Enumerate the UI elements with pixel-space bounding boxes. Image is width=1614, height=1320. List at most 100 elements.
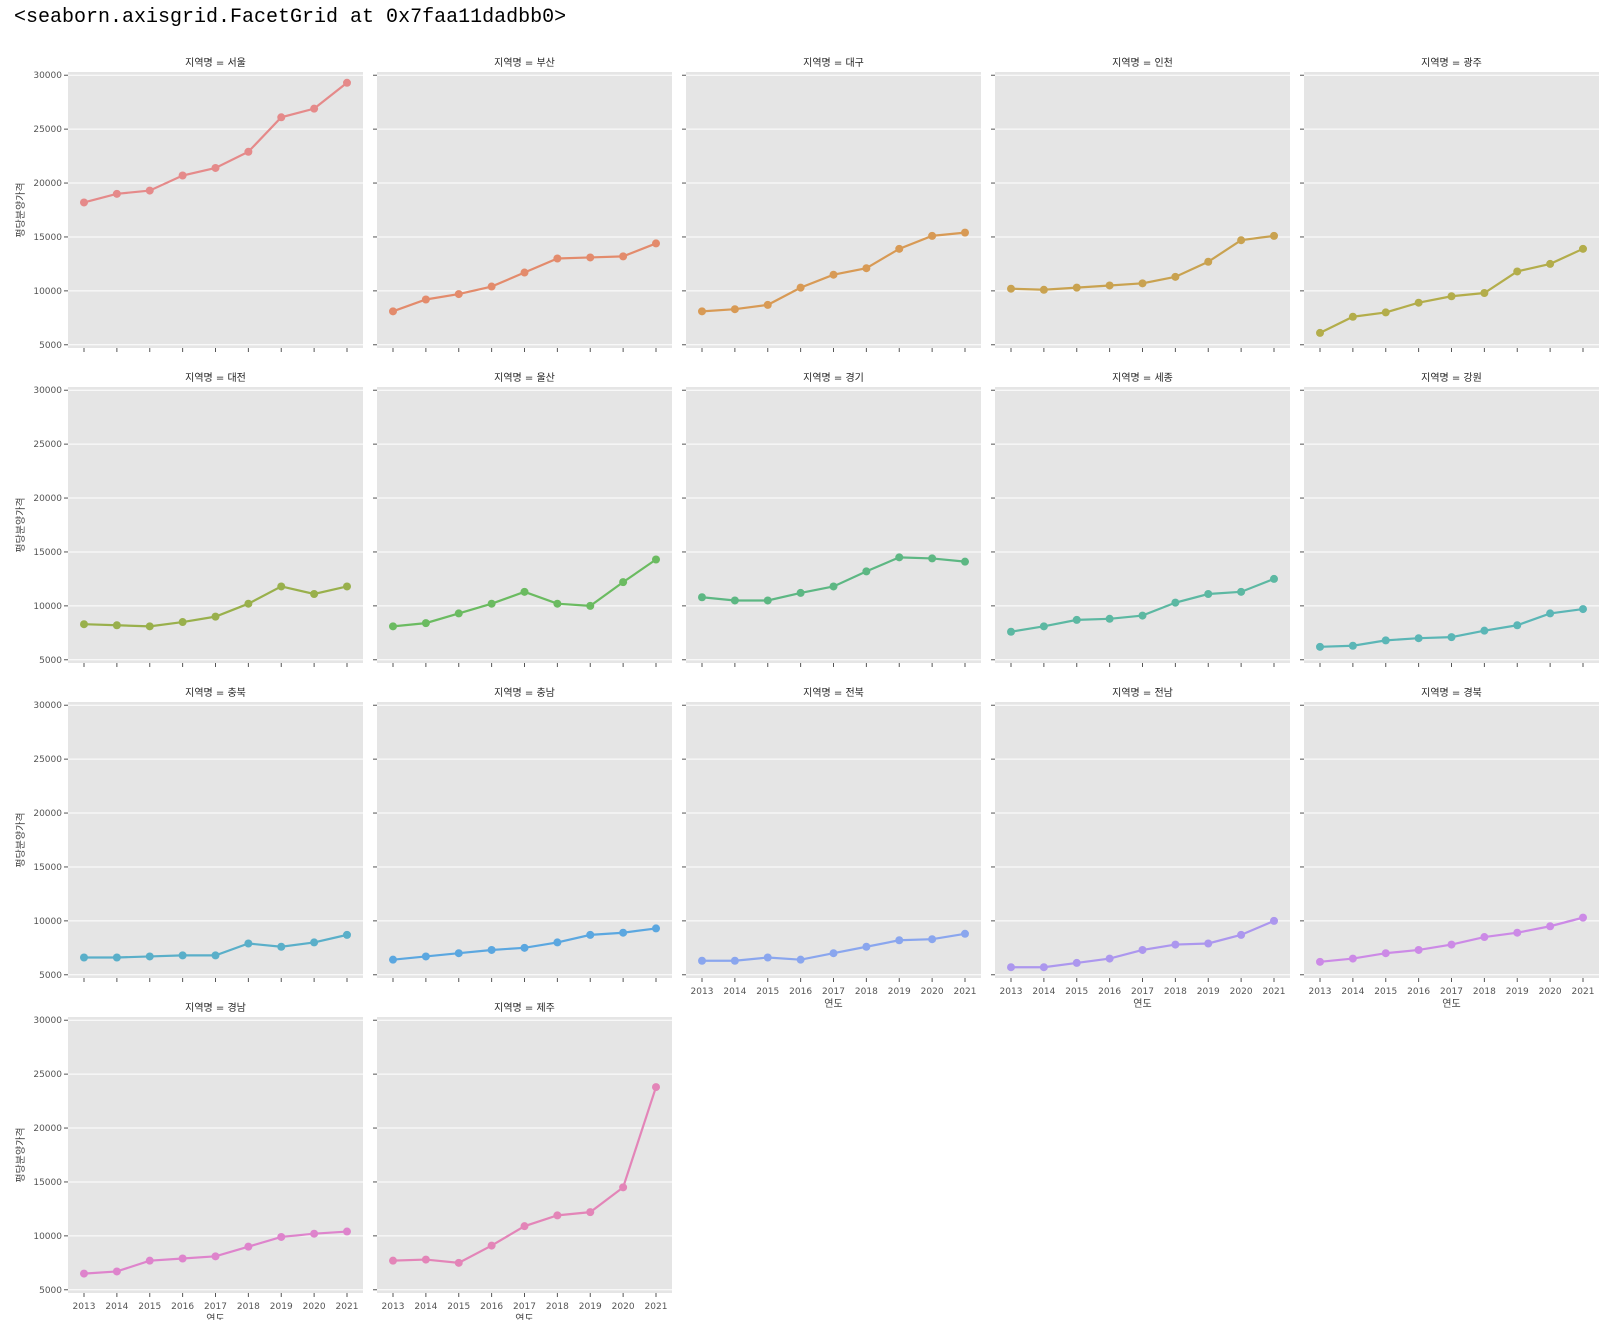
data-point — [961, 228, 969, 237]
data-point — [454, 1258, 463, 1267]
y-axis-label: 평당분양가격 — [14, 812, 27, 867]
facet-panel: 2013 2014 2015 2016 2017 2018 2019 2020 2021 연도 지역… — [373, 1002, 672, 1320]
data-point — [1480, 289, 1489, 298]
panel-background — [377, 1017, 672, 1293]
y-tick-label: 30000 — [33, 71, 62, 81]
data-point — [244, 147, 253, 156]
data-point — [1072, 958, 1081, 967]
data-point — [343, 1227, 351, 1236]
data-point — [652, 239, 660, 248]
data-point — [1348, 641, 1357, 650]
data-point — [454, 949, 463, 958]
x-tick-label: 2015 — [756, 987, 779, 997]
data-point — [487, 599, 496, 608]
x-tick-label: 2019 — [1506, 987, 1529, 997]
data-point — [1039, 963, 1048, 972]
data-point — [1414, 945, 1423, 954]
x-tick-label: 2021 — [645, 1302, 668, 1312]
data-point — [487, 1241, 496, 1250]
data-point — [763, 596, 772, 605]
facet-panel: 지역명 = 부산 — [373, 57, 672, 352]
data-point — [1546, 609, 1555, 618]
y-tick-label: 5000 — [39, 1286, 62, 1296]
data-point — [244, 1242, 253, 1251]
data-point — [961, 929, 969, 938]
data-point — [1039, 622, 1048, 631]
data-point — [1270, 916, 1278, 925]
facet-panel: 지역명 = 광주 — [1300, 57, 1599, 352]
panel-background — [68, 702, 363, 978]
y-tick-label: 25000 — [33, 125, 62, 135]
x-tick-label: 2017 — [1131, 987, 1154, 997]
x-axis-label: 연도 — [206, 1313, 224, 1320]
panel-background — [377, 72, 672, 348]
data-point — [553, 254, 562, 263]
data-point — [421, 952, 430, 961]
data-point — [1204, 257, 1213, 266]
data-point — [730, 956, 739, 965]
data-point — [1447, 292, 1456, 301]
data-point — [178, 951, 187, 960]
data-point — [895, 936, 904, 945]
data-point — [211, 163, 220, 172]
data-point — [1007, 963, 1015, 972]
y-tick-label: 15000 — [33, 863, 62, 873]
x-tick-label: 2018 — [1473, 987, 1496, 997]
data-point — [310, 590, 319, 598]
x-tick-label: 2015 — [447, 1302, 470, 1312]
facet-title: 지역명 = 전북 — [803, 687, 864, 699]
data-point — [487, 945, 496, 954]
data-point — [211, 951, 220, 960]
data-point — [1513, 267, 1522, 276]
facetgrid-repr-text: <seaborn.axisgrid.FacetGrid at 0x7faa11d… — [14, 6, 567, 29]
panel-background — [68, 387, 363, 663]
facet-panel: 5000 10000 15000 20000 25000 30000 평당분양가격 지역명 =… — [14, 687, 363, 982]
data-point — [1513, 928, 1522, 937]
data-point — [421, 295, 430, 304]
data-point — [1480, 626, 1489, 635]
data-point — [1348, 954, 1357, 963]
data-point — [796, 955, 805, 964]
facet-panel: 지역명 = 울산 — [373, 372, 672, 667]
data-point — [895, 244, 904, 253]
data-point — [1513, 621, 1522, 630]
data-point — [586, 601, 595, 610]
x-tick-label: 2020 — [303, 1302, 326, 1312]
x-tick-label: 2017 — [822, 987, 845, 997]
data-point — [829, 270, 838, 279]
panel-background — [377, 702, 672, 978]
facet-title: 지역명 = 부산 — [494, 57, 555, 69]
data-point — [520, 268, 529, 277]
x-tick-label: 2020 — [1230, 987, 1253, 997]
data-point — [1270, 574, 1278, 583]
data-point — [1270, 231, 1278, 240]
facet-title: 지역명 = 제주 — [494, 1002, 555, 1014]
facet-panel: 지역명 = 경기 — [682, 371, 981, 667]
x-tick-label: 2013 — [73, 1302, 96, 1312]
facet-title: 지역명 = 강원 — [1421, 372, 1482, 384]
data-point — [730, 596, 739, 605]
data-point — [1546, 922, 1555, 931]
y-axis-label: 평당분양가격 — [14, 497, 27, 552]
data-point — [277, 942, 286, 951]
facet-panel: 지역명 = 인천 — [991, 57, 1290, 352]
data-point — [1105, 954, 1114, 963]
data-point — [454, 609, 463, 618]
y-tick-label: 25000 — [33, 440, 62, 450]
x-tick-label: 2020 — [1539, 987, 1562, 997]
data-point — [1105, 614, 1114, 623]
data-point — [586, 1208, 595, 1217]
data-point — [1007, 627, 1015, 636]
data-point — [310, 938, 319, 947]
facet-title: 지역명 = 경남 — [185, 1001, 246, 1014]
x-tick-label: 2014 — [723, 987, 746, 997]
data-point — [343, 582, 351, 591]
data-point — [1007, 284, 1015, 293]
data-point — [961, 557, 969, 566]
x-tick-label: 2017 — [1440, 987, 1463, 997]
panel-background — [995, 387, 1290, 663]
x-axis-label: 연도 — [824, 998, 842, 1010]
data-point — [145, 1256, 154, 1265]
x-tick-label: 2014 — [1032, 987, 1055, 997]
